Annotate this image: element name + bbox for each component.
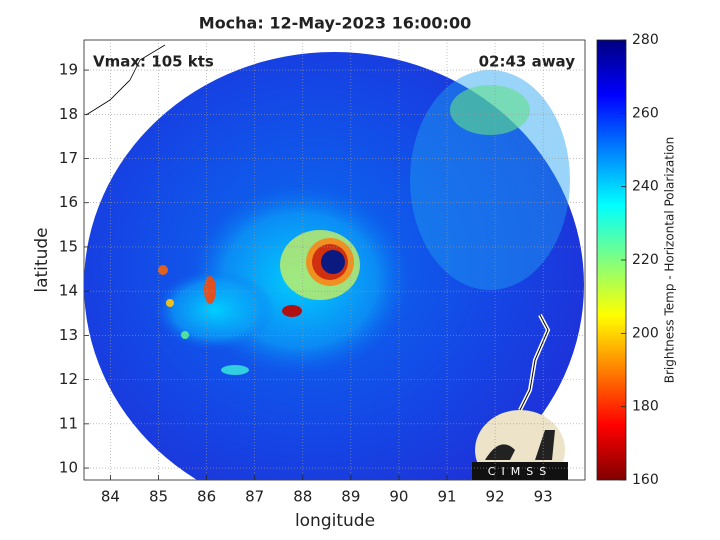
- x-tick-label: 93: [534, 488, 553, 506]
- image: CIMSS: [84, 44, 584, 480]
- y-tick-label: 16: [59, 193, 78, 211]
- y-tick-label: 11: [59, 414, 78, 432]
- annotation: Vmax: 105 kts: [93, 53, 214, 71]
- y-tick-label: 14: [59, 282, 78, 300]
- chart-title: Mocha: 12-May-2023 16:00:00: [199, 14, 471, 33]
- x-tick-label: 85: [149, 488, 168, 506]
- colorbar-tick-label: 200: [632, 325, 659, 341]
- y-tick-label: 13: [59, 326, 78, 344]
- colorbar-tick-label: 180: [632, 399, 659, 415]
- colorbar-tick-label: 240: [632, 179, 659, 195]
- x-tick-label: 90: [389, 488, 408, 506]
- x-tick-label: 86: [197, 488, 216, 506]
- y-tick-label: 12: [59, 370, 78, 388]
- x-axis-label: longitude: [295, 511, 375, 531]
- colorbar-tick-label: 260: [632, 105, 659, 121]
- x-tick-label: 89: [341, 488, 360, 506]
- logo: CIMSS: [488, 465, 552, 478]
- colorbar-tick-label: 280: [632, 32, 659, 48]
- annotation: 02:43 away: [479, 53, 576, 71]
- colorbar-label: Brightness Temp - Horizontal Polarizatio…: [663, 137, 677, 384]
- x-tick-label: 91: [437, 488, 456, 506]
- x-tick-label: 88: [293, 488, 312, 506]
- y-tick-label: 19: [59, 61, 78, 79]
- y-tick-label: 10: [59, 459, 78, 477]
- y-tick-label: 18: [59, 105, 78, 123]
- y-axis-label: latitude: [32, 227, 52, 292]
- colorbar-tick-label: 160: [632, 472, 659, 488]
- colorbar-tick-label: 220: [632, 252, 659, 268]
- x-tick-label: 87: [245, 488, 264, 506]
- y-tick-label: 17: [59, 149, 78, 167]
- y-tick-label: 15: [59, 237, 78, 255]
- x-tick-label: 84: [101, 488, 120, 506]
- x-tick-label: 92: [486, 488, 505, 506]
